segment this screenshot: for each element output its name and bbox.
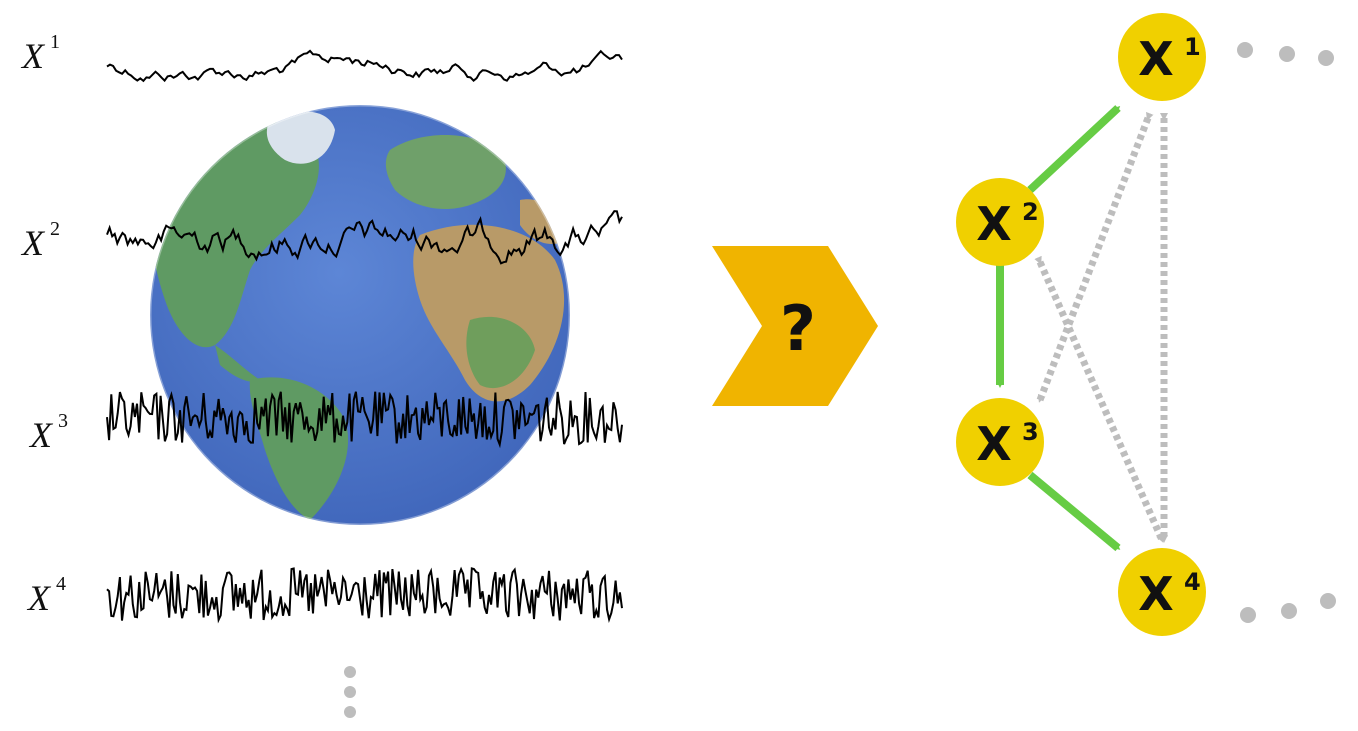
- series-row-2: X 2: [20, 210, 623, 265]
- svg-text:X: X: [976, 197, 1011, 251]
- time-series-line: [106, 210, 623, 265]
- series-row-4: X 4: [26, 566, 623, 624]
- svg-text:X: X: [976, 417, 1011, 471]
- svg-text:3: 3: [1022, 418, 1039, 446]
- series-label-superscript: 1: [50, 31, 60, 53]
- more-nodes-ellipsis-bottom: [1240, 593, 1336, 623]
- series-label-superscript: 2: [50, 218, 60, 240]
- graph-node-x4: X 4: [1118, 548, 1206, 636]
- candidate-edge-x2-x4: [1034, 255, 1166, 543]
- candidate-edges: [1034, 111, 1168, 543]
- series-row-3: X 3: [28, 391, 623, 455]
- question-chevron: ?: [712, 246, 878, 406]
- causal-edge-x3-x4: [1027, 471, 1121, 552]
- time-series-line: [106, 566, 623, 624]
- question-mark: ?: [780, 292, 816, 365]
- series-label: X: [20, 36, 46, 76]
- time-series-line: [106, 391, 623, 449]
- graph-node-x2: X 2: [956, 178, 1044, 266]
- more-nodes-ellipsis-top: [1237, 42, 1334, 66]
- series-label-superscript: 4: [56, 573, 66, 595]
- svg-text:X: X: [1138, 567, 1173, 621]
- svg-text:4: 4: [1184, 568, 1201, 596]
- graph-node-x3: X 3: [956, 398, 1044, 486]
- causal-edge-x2-x1: [1027, 105, 1121, 193]
- causal-edges: [996, 105, 1121, 552]
- chevron-right-icon: [712, 246, 878, 406]
- series-label: X: [20, 223, 46, 263]
- svg-text:1: 1: [1184, 33, 1201, 61]
- series-label-superscript: 3: [58, 410, 68, 432]
- graph-node-x1: X 1: [1118, 13, 1206, 101]
- earth-globe-icon: [148, 103, 572, 527]
- series-label: X: [26, 578, 52, 618]
- time-series-line: [106, 49, 623, 83]
- more-series-ellipsis: [344, 666, 356, 718]
- svg-text:X: X: [1138, 32, 1173, 86]
- series-label: X: [28, 415, 54, 455]
- svg-text:2: 2: [1022, 198, 1039, 226]
- series-row-1: X 1: [20, 31, 623, 83]
